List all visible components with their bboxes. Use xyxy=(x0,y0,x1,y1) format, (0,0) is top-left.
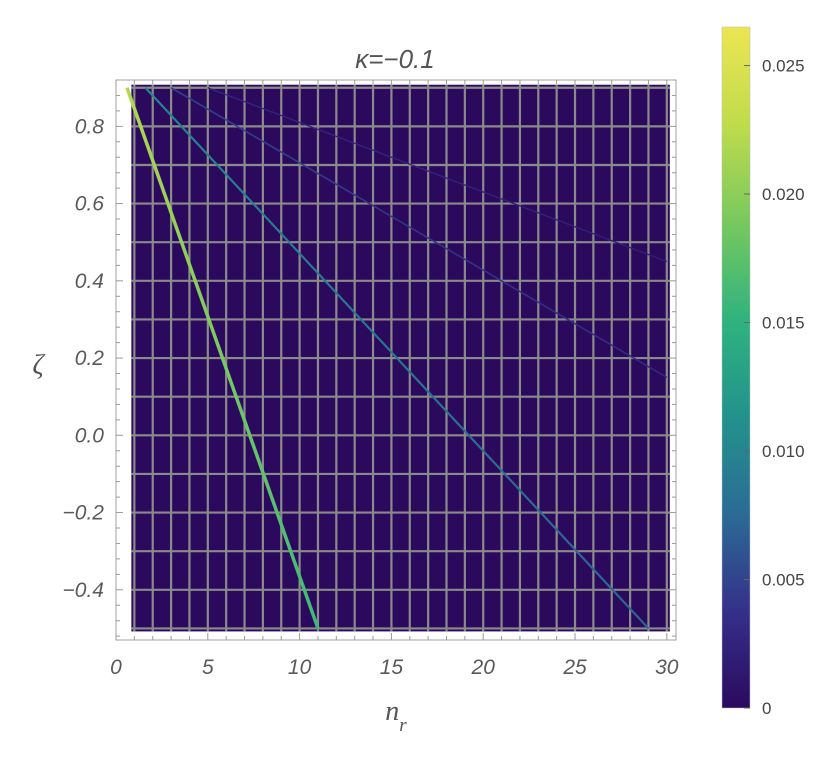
colorbar-tick-label: 0.015 xyxy=(762,314,805,333)
x-tick-label: 5 xyxy=(202,656,214,679)
heatmap-streak-3 xyxy=(170,87,668,379)
y-tick-label: −0.4 xyxy=(63,579,104,602)
x-tick-label: 0 xyxy=(110,656,122,679)
chart-title: κ=−0.1 xyxy=(355,44,435,74)
colorbar-tick-label: 0.025 xyxy=(762,57,805,76)
heatmap-streak-2 xyxy=(144,86,650,630)
colorbar xyxy=(721,26,751,709)
x-tick-label: 10 xyxy=(288,656,312,679)
y-tick-labels: −0.4 −0.2 0.0 0.2 0.4 0.6 0.8 xyxy=(63,115,105,601)
heatmap-streaks xyxy=(125,86,668,630)
x-tick-label: 25 xyxy=(562,656,587,679)
y-tick-label: 0.0 xyxy=(75,424,105,447)
y-tick-label: 0.6 xyxy=(75,193,105,216)
colorbar-tick-label: 0.005 xyxy=(762,571,805,590)
heatmap-streak-1 xyxy=(125,87,320,629)
colorbar-tick-label: 0.020 xyxy=(762,185,805,204)
colorbar-tick-label: 0 xyxy=(762,699,771,718)
colorbar-ticks: 0 0.005 0.010 0.015 0.020 0.025 xyxy=(744,57,805,718)
x-tick-label: 30 xyxy=(655,656,679,679)
frame-ticks xyxy=(115,80,676,640)
x-tick-label: 15 xyxy=(380,656,404,679)
x-tick-labels: 0 5 10 15 20 25 30 xyxy=(110,656,679,679)
y-axis-label: ζ xyxy=(32,350,45,381)
y-tick-label: 0.4 xyxy=(75,270,104,293)
y-tick-label: 0.2 xyxy=(75,347,105,370)
colorbar-tick-label: 0.010 xyxy=(762,442,805,461)
x-tick-label: 20 xyxy=(471,656,496,679)
x-axis-label: nr xyxy=(385,696,407,736)
y-tick-label: −0.2 xyxy=(63,502,105,525)
heatmap-streak-4 xyxy=(207,87,668,263)
y-tick-label: 0.8 xyxy=(75,115,105,138)
